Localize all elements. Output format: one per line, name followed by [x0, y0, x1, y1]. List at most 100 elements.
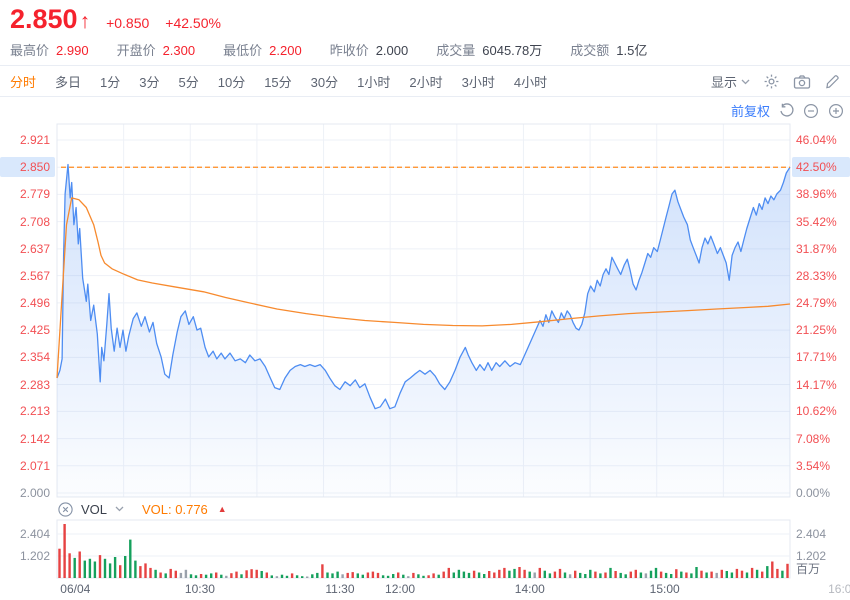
tab-1小时[interactable]: 1小时: [357, 75, 391, 90]
volume-bar: [685, 572, 688, 578]
volume-bar: [467, 572, 471, 578]
undo-icon[interactable]: [779, 103, 794, 118]
camera-icon[interactable]: [793, 74, 811, 90]
volume-bar: [427, 575, 430, 578]
volume-bar: [169, 568, 172, 578]
volume-bar: [528, 571, 531, 578]
volume-bar: [356, 573, 359, 578]
volume-bar: [407, 576, 410, 578]
chart-canvas[interactable]: 前复权 2.921 46.04% 2.850 42.50% 2.779 38.96% 2.7…: [0, 98, 850, 600]
volume-bar: [730, 572, 734, 578]
stat-value: 6045.78万: [482, 43, 543, 58]
volume-bar: [609, 567, 612, 578]
volume-bar: [457, 569, 461, 578]
volume-bar: [326, 572, 329, 578]
volume-bar: [477, 572, 481, 578]
tab-分时[interactable]: 分时: [10, 75, 37, 90]
volume-bar: [584, 574, 587, 578]
volume-bar: [705, 572, 708, 578]
volume-bar: [119, 565, 122, 578]
y-axis-price-label: 2.354: [19, 350, 50, 365]
price-line: [56, 163, 791, 410]
volume-bar: [761, 571, 764, 578]
volume-bar: [103, 558, 107, 578]
volume-bar: [275, 576, 279, 578]
forward-adjust-link[interactable]: 前复权: [730, 104, 770, 119]
volume-bar: [108, 563, 112, 578]
volume-bar: [649, 570, 653, 578]
volume-bar: [574, 570, 577, 578]
volume-bar: [250, 569, 253, 578]
y-axis-pct-label: 24.79%: [796, 295, 837, 310]
volume-bar: [68, 553, 71, 578]
caret-down-icon[interactable]: [115, 506, 124, 512]
tab-30分[interactable]: 30分: [310, 75, 339, 90]
volume-bar: [548, 573, 552, 578]
volume-bar: [488, 571, 491, 578]
tab-5分[interactable]: 5分: [178, 75, 199, 90]
price-up-arrow-icon: ↑: [79, 10, 91, 33]
zoom-in-icon[interactable]: [828, 103, 844, 119]
tab-3分[interactable]: 3分: [139, 75, 160, 90]
tab-3小时[interactable]: 3小时: [461, 75, 495, 90]
y-axis-price-label: 2.567: [19, 268, 50, 283]
adjust-row: 前复权: [731, 101, 844, 120]
volume-bar: [700, 570, 703, 578]
volume-trend-up-icon: ▲: [217, 504, 227, 514]
volume-bar: [755, 569, 759, 578]
y-axis-price-label: 2.779: [19, 187, 50, 202]
volume-bar: [306, 576, 309, 578]
tab-10分[interactable]: 10分: [217, 75, 246, 90]
stat-label: 成交量: [436, 43, 476, 58]
volume-bar: [321, 564, 324, 578]
volume-bar: [164, 573, 167, 578]
volume-bar: [402, 574, 405, 578]
price-change-pct: +42.50%: [165, 15, 221, 31]
volume-bar: [670, 574, 673, 578]
volume-bar: [245, 570, 248, 578]
tab-1分[interactable]: 1分: [100, 75, 121, 90]
volume-bar: [493, 572, 496, 578]
circle-x-icon[interactable]: [58, 501, 73, 517]
volume-value: VOL: 0.776: [142, 501, 208, 517]
stat-item: 最低价 2.200: [223, 40, 302, 59]
y-axis-pct-label: 0.00%: [796, 486, 831, 500]
volume-bar: [184, 569, 188, 578]
volume-bar: [553, 571, 557, 578]
tab-多日[interactable]: 多日: [55, 75, 82, 90]
tab-15分[interactable]: 15分: [264, 75, 292, 90]
x-axis-label: 11:30: [325, 582, 355, 596]
volume-bar: [690, 573, 693, 578]
volume-bar: [316, 572, 319, 578]
volume-bar: [93, 561, 97, 578]
volume-bar: [144, 563, 147, 578]
volume-bar: [346, 572, 349, 578]
pencil-icon[interactable]: [824, 74, 840, 90]
volume-bar: [503, 567, 506, 578]
tab-2小时[interactable]: 2小时: [409, 75, 443, 90]
volume-bar: [659, 571, 663, 578]
volume-bar: [634, 569, 637, 578]
tab-4小时[interactable]: 4小时: [513, 75, 548, 90]
volume-bar: [230, 573, 233, 578]
stat-item: 昨收价 2.000: [330, 40, 409, 59]
y-axis-pct-label: 10.62%: [796, 404, 837, 419]
volume-header: VOL VOL: 0.776 ▲: [58, 500, 227, 518]
display-dropdown[interactable]: 显示: [711, 72, 750, 91]
volume-bar: [129, 539, 132, 578]
volume-bar: [331, 573, 334, 578]
volume-bar: [301, 576, 304, 578]
current-price-chip: [0, 157, 55, 178]
stat-value: 2.000: [375, 43, 409, 58]
settings-icon[interactable]: [763, 73, 780, 90]
volume-bar: [558, 568, 562, 578]
y-axis-price-label: 2.496: [19, 295, 50, 310]
y-axis-pct-label: 35.42%: [796, 214, 837, 229]
volume-bar: [644, 573, 648, 578]
stat-label: 成交额: [570, 43, 610, 58]
volume-bar: [629, 571, 632, 578]
volume-bar: [422, 575, 425, 578]
zoom-out-icon[interactable]: [803, 103, 819, 119]
interval-tabbar: 分时 多日 1分 3分 5分 10分 15分 30分 1小时 2小时 3小时 4小时 显示: [0, 67, 850, 97]
volume-bar: [472, 570, 476, 578]
